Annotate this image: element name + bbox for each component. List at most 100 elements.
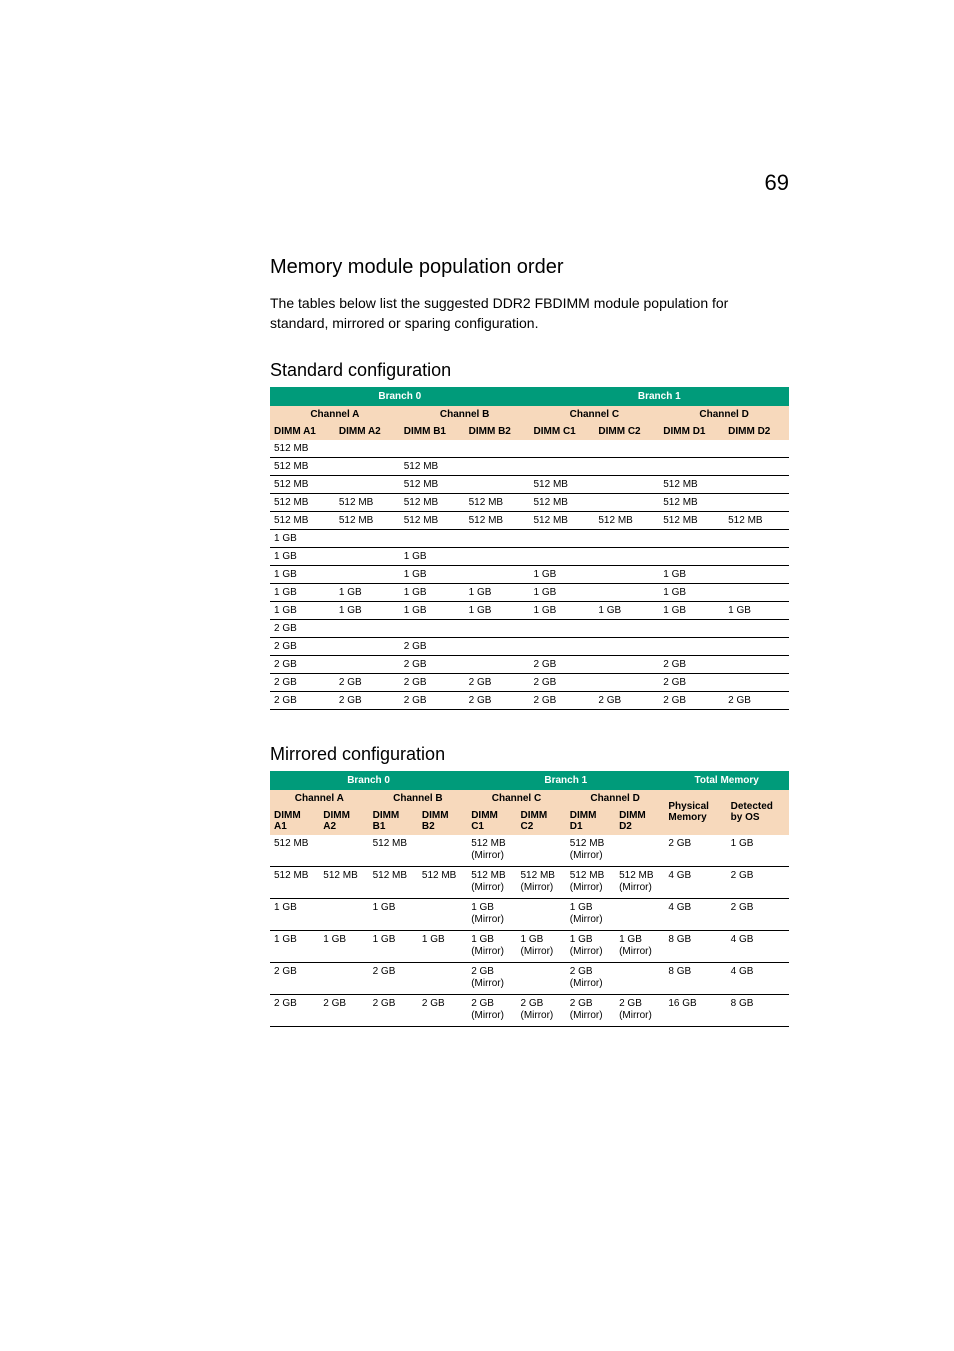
branch-header: Branch 0 bbox=[270, 387, 530, 406]
channel-header: Channel C bbox=[467, 790, 566, 807]
table-cell bbox=[594, 529, 659, 547]
table-cell: 2 GB(Mirror) bbox=[615, 994, 664, 1026]
table-cell: 512 MB bbox=[270, 511, 335, 529]
section-body: The tables below list the suggested DDR2… bbox=[270, 293, 789, 334]
table-cell bbox=[465, 475, 530, 493]
table-cell: 512 MB bbox=[530, 475, 595, 493]
table-cell: 1 GB bbox=[400, 547, 465, 565]
table-row: 2 GB2 GB2 GB2 GB bbox=[270, 655, 789, 673]
table-cell: 2 GB bbox=[659, 673, 724, 691]
table-cell: 512 MB bbox=[465, 511, 530, 529]
table-row: 1 GB1 GB1 GB1 GB bbox=[270, 565, 789, 583]
table-cell: 512 MB bbox=[465, 493, 530, 511]
table-cell: 512 MB bbox=[530, 511, 595, 529]
table-cell: 512 MB bbox=[418, 866, 467, 898]
table-cell bbox=[724, 583, 789, 601]
table-cell bbox=[530, 637, 595, 655]
table-row: 512 MB512 MB512 MB512 MB512 MB512 MB bbox=[270, 493, 789, 511]
table-row: 512 MB512 MB512 MB(Mirror)512 MB(Mirror)… bbox=[270, 835, 789, 867]
table-cell: 1 GB bbox=[270, 547, 335, 565]
table-cell: 1 GB bbox=[530, 583, 595, 601]
table-cell bbox=[530, 457, 595, 475]
table-cell: 1 GB bbox=[659, 583, 724, 601]
table-cell: 2 GB(Mirror) bbox=[516, 994, 565, 1026]
table-cell bbox=[659, 529, 724, 547]
table-cell bbox=[465, 529, 530, 547]
table-cell: 512 MB bbox=[369, 835, 418, 867]
total-memory-header: Total Memory bbox=[664, 771, 789, 790]
table-cell bbox=[530, 529, 595, 547]
table-row: 1 GB1 GB1 GB1 GB1 GB1 GB1 GB1 GB bbox=[270, 601, 789, 619]
table-cell: 2 GB bbox=[335, 673, 400, 691]
table-cell: 2 GB bbox=[727, 898, 789, 930]
table-cell bbox=[724, 547, 789, 565]
table-cell bbox=[335, 529, 400, 547]
table-cell: 8 GB bbox=[664, 930, 726, 962]
table-cell: 2 GB(Mirror) bbox=[566, 962, 615, 994]
table-cell: 512 MB(Mirror) bbox=[566, 866, 615, 898]
table-row: 2 GB2 GB2 GB2 GB2 GB2 GB2 GB2 GB bbox=[270, 691, 789, 709]
table-cell bbox=[465, 565, 530, 583]
table-cell bbox=[594, 547, 659, 565]
table-cell: 1 GB bbox=[465, 601, 530, 619]
table-cell: 1 GB(Mirror) bbox=[516, 930, 565, 962]
table-cell: 2 GB bbox=[400, 673, 465, 691]
table-cell: 512 MB bbox=[400, 475, 465, 493]
table-cell: 2 GB bbox=[594, 691, 659, 709]
table-cell bbox=[335, 619, 400, 637]
table-cell: 8 GB bbox=[664, 962, 726, 994]
table-cell: 1 GB bbox=[400, 583, 465, 601]
table-cell bbox=[724, 475, 789, 493]
table-cell bbox=[615, 962, 664, 994]
table-cell: 512 MB bbox=[335, 511, 400, 529]
table-cell: 1 GB bbox=[270, 898, 319, 930]
table-cell bbox=[400, 440, 465, 458]
table-cell: 2 GB bbox=[270, 962, 319, 994]
table-cell: 4 GB bbox=[664, 866, 726, 898]
table-cell: 512 MB bbox=[319, 866, 368, 898]
standard-config-table: Branch 0 Branch 1 Channel A Channel B Ch… bbox=[270, 387, 789, 710]
table-cell: 512 MB bbox=[594, 511, 659, 529]
dimm-header: DIMM C1 bbox=[467, 807, 516, 835]
table-cell bbox=[594, 637, 659, 655]
table-cell: 512 MB bbox=[270, 457, 335, 475]
table-cell bbox=[319, 835, 368, 867]
table-cell: 512 MB bbox=[270, 440, 335, 458]
table-cell: 2 GB bbox=[335, 691, 400, 709]
table-cell: 512 MB bbox=[270, 475, 335, 493]
table-cell bbox=[594, 493, 659, 511]
dimm-header: DIMM D1 bbox=[566, 807, 615, 835]
table-cell: 512 MB bbox=[724, 511, 789, 529]
table-cell: 512 MB bbox=[659, 493, 724, 511]
table-cell bbox=[335, 547, 400, 565]
table-row: 512 MB512 MB512 MB512 MB512 MB512 MB512 … bbox=[270, 511, 789, 529]
mirrored-config-table: Branch 0 Branch 1 Total Memory Channel A… bbox=[270, 771, 789, 1027]
channel-header: Channel D bbox=[566, 790, 665, 807]
table-cell: 1 GB bbox=[270, 565, 335, 583]
table-row: 1 GB1 GB1 GB1 GB1 GB1 GB bbox=[270, 583, 789, 601]
table-cell bbox=[335, 475, 400, 493]
table-cell: 2 GB bbox=[465, 673, 530, 691]
table-cell bbox=[516, 898, 565, 930]
table-cell: 1 GB(Mirror) bbox=[467, 898, 516, 930]
table-cell: 2 GB(Mirror) bbox=[566, 994, 615, 1026]
table-cell: 2 GB(Mirror) bbox=[467, 994, 516, 1026]
table-cell: 512 MB bbox=[659, 475, 724, 493]
dimm-header: DIMM A1 bbox=[270, 423, 335, 440]
table-row: 2 GB bbox=[270, 619, 789, 637]
table-cell: 1 GB bbox=[369, 930, 418, 962]
dimm-header: DIMM A2 bbox=[319, 807, 368, 835]
dimm-header: DIMM D2 bbox=[615, 807, 664, 835]
table-cell bbox=[659, 637, 724, 655]
table-row: 1 GB1 GB1 GB(Mirror)1 GB(Mirror)4 GB2 GB bbox=[270, 898, 789, 930]
table-cell bbox=[615, 835, 664, 867]
table-cell: 2 GB bbox=[319, 994, 368, 1026]
table-cell bbox=[659, 440, 724, 458]
table-row: 2 GB2 GB bbox=[270, 637, 789, 655]
dimm-header: DIMM B1 bbox=[400, 423, 465, 440]
dimm-header: DIMM C2 bbox=[594, 423, 659, 440]
table-cell: 2 GB(Mirror) bbox=[467, 962, 516, 994]
table-row: 2 GB2 GB2 GB2 GB2 GB(Mirror)2 GB(Mirror)… bbox=[270, 994, 789, 1026]
table-cell bbox=[659, 457, 724, 475]
table-cell bbox=[400, 529, 465, 547]
